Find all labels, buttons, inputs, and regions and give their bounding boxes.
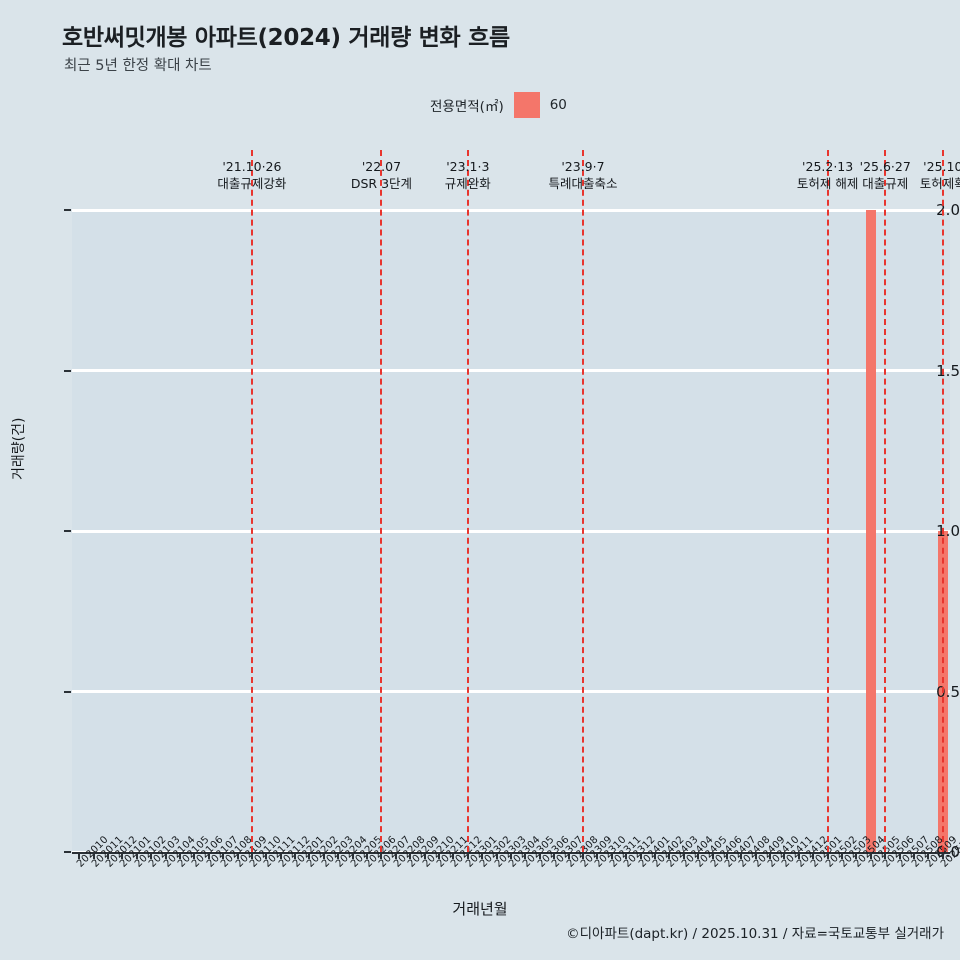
x-tick-mark (380, 852, 383, 859)
x-tick-mark (913, 852, 916, 859)
x-tick-mark (596, 852, 599, 859)
x-tick-mark (279, 852, 282, 859)
x-tick-mark (610, 852, 613, 859)
x-tick-mark (92, 852, 95, 859)
event-line-202502 (826, 150, 829, 852)
x-tick-mark (697, 852, 700, 859)
x-tick-mark (812, 852, 815, 859)
chart-title: 호반써밋개봉 아파트(2024) 거래량 변화 흐름 (62, 25, 510, 51)
x-tick-mark (351, 852, 354, 859)
gridline (72, 208, 950, 212)
x-tick-mark (941, 852, 944, 859)
y-tick-mark (64, 530, 71, 532)
x-tick-mark (581, 852, 584, 859)
x-tick-mark (826, 852, 829, 859)
event-date: '25.10 (923, 159, 960, 174)
event-line-202301 (466, 150, 469, 852)
y-tick-mark (64, 369, 71, 372)
legend-swatch-60 (513, 92, 540, 118)
x-tick-mark (869, 852, 872, 859)
x-tick-mark (106, 852, 109, 859)
x-tick-mark (308, 852, 311, 859)
event-label-202510: '25.10 토허제확 (920, 158, 960, 193)
x-tick-mark (121, 852, 124, 859)
x-tick-mark (524, 852, 527, 859)
plot-area (72, 208, 950, 854)
gridline (72, 369, 950, 372)
footer-note: ©디아파트(dapt.kr) / 2025.10.31 / 자료=국토교통부 실… (566, 926, 944, 942)
bar-202505[interactable] (865, 210, 876, 852)
x-tick-mark (236, 852, 239, 859)
x-tick-mark (510, 852, 512, 859)
x-tick-mark (553, 852, 556, 859)
x-tick-mark (668, 852, 671, 859)
x-tick-mark (754, 852, 757, 859)
x-tick-mark (394, 852, 397, 859)
x-tick-mark (538, 852, 541, 859)
x-tick-mark (740, 852, 743, 859)
x-tick-mark (625, 852, 628, 859)
legend-title: 전용면적(㎡) (430, 99, 504, 115)
x-tick-mark (495, 852, 498, 859)
event-line-202110 (250, 150, 253, 852)
x-tick-mark (337, 852, 340, 859)
x-tick-mark (653, 852, 656, 859)
x-tick-mark (207, 852, 210, 859)
event-line-202207 (380, 150, 383, 852)
x-tick-mark (884, 852, 887, 859)
x-tick-mark (452, 852, 455, 859)
y-tick-label: 2.0 (936, 201, 960, 219)
event-line-202506 (884, 150, 887, 852)
y-tick-mark (64, 209, 71, 211)
x-tick-mark (711, 852, 714, 859)
x-tick-mark (366, 852, 369, 859)
x-tick-mark (265, 852, 268, 859)
x-tick-mark (250, 852, 253, 859)
x-tick-mark (164, 852, 167, 859)
event-line-202309 (581, 150, 584, 852)
x-axis-title: 거래년월 (452, 900, 508, 918)
y-tick-label: 1.5 (936, 361, 960, 380)
y-tick-label: 1.0 (936, 522, 960, 540)
x-tick-mark (294, 852, 297, 859)
x-tick-mark (409, 852, 412, 859)
x-tick-mark (567, 852, 570, 859)
x-tick-mark (193, 852, 196, 859)
x-tick-mark (769, 852, 772, 859)
x-tick-mark (927, 852, 930, 859)
y-tick-label: 0.5 (936, 682, 960, 701)
y-axis-title: 거래량(건) (11, 417, 27, 480)
legend-label-60: 60 (549, 97, 567, 113)
x-tick-mark (438, 852, 441, 859)
x-tick-mark (423, 852, 426, 859)
x-tick-mark (841, 852, 844, 859)
chart-subtitle: 최근 5년 한정 확대 차트 (64, 58, 212, 74)
event-line-202510 (941, 150, 944, 852)
x-tick-mark (135, 852, 138, 859)
x-tick-mark (466, 852, 469, 859)
x-tick-mark (898, 852, 901, 859)
gridline (72, 690, 950, 693)
x-tick-mark (725, 852, 728, 859)
x-tick-mark (855, 852, 858, 859)
gridline (72, 529, 950, 533)
x-tick-mark (150, 852, 153, 859)
event-desc: 토허제확 (919, 176, 960, 191)
y-tick-mark (64, 851, 71, 853)
x-tick-mark (322, 852, 325, 859)
x-tick-mark (783, 852, 786, 859)
x-tick-mark (682, 852, 685, 859)
y-tick-mark (64, 690, 71, 693)
x-tick-mark (639, 852, 642, 859)
x-tick-mark (178, 852, 181, 859)
x-tick-mark (797, 852, 800, 859)
x-tick-mark (481, 852, 484, 859)
x-tick-mark (222, 852, 225, 859)
chart-legend: 전용면적(㎡) 60 (430, 92, 567, 118)
x-tick-mark (78, 852, 81, 859)
